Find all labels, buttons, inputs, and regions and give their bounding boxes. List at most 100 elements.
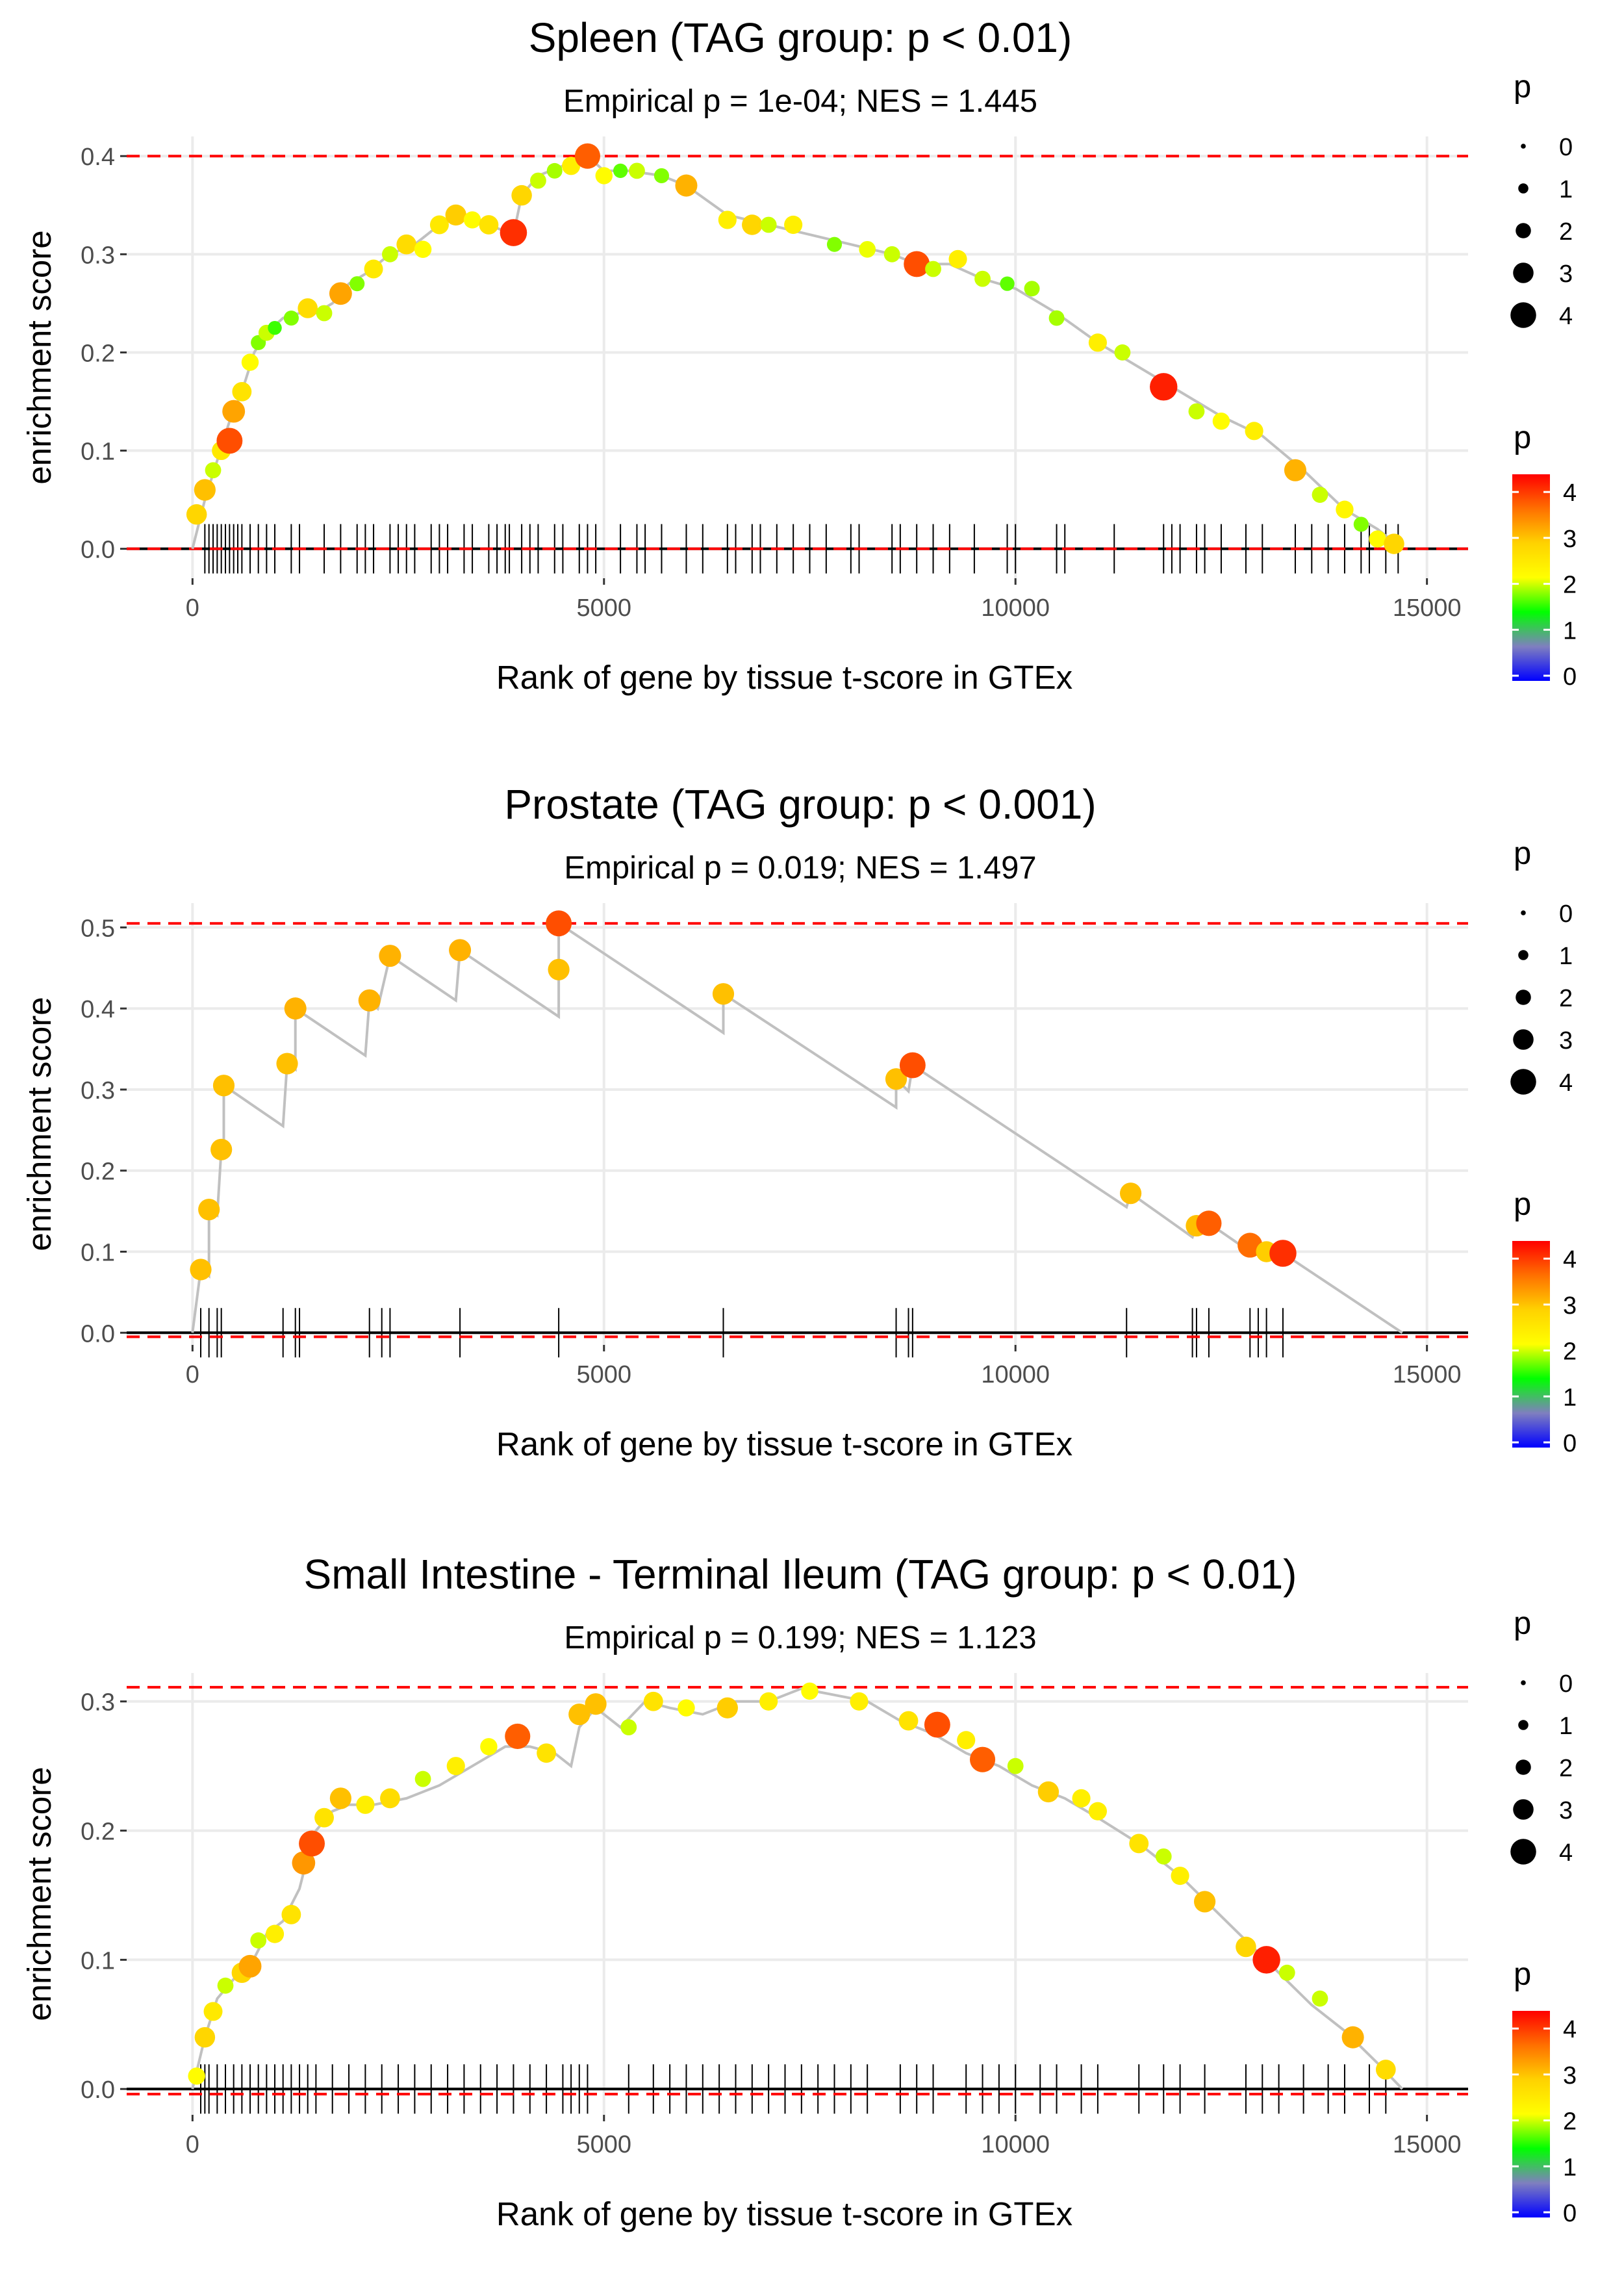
- data-point: [194, 2026, 216, 2048]
- data-point: [364, 259, 383, 279]
- data-point: [188, 2067, 205, 2085]
- color-legend-title: p: [1514, 1187, 1531, 1222]
- points: [188, 1682, 1396, 2085]
- data-point: [629, 162, 645, 179]
- size-legend-key: [1518, 183, 1529, 194]
- x-tick-label: 15000: [1393, 1361, 1462, 1388]
- color-legend-label: 4: [1563, 1246, 1577, 1273]
- y-tick-label: 0.4: [81, 996, 115, 1023]
- rug: [200, 2064, 1387, 2114]
- data-point: [429, 215, 449, 235]
- size-legend-key: [1513, 1799, 1534, 1820]
- data-point: [1088, 1802, 1107, 1820]
- data-point: [505, 1723, 531, 1749]
- y-axis-title: enrichment score: [21, 997, 58, 1251]
- data-point: [974, 270, 991, 287]
- data-point: [620, 1719, 637, 1735]
- data-point: [899, 1052, 926, 1079]
- data-point: [1384, 533, 1404, 554]
- size-legend-key: [1510, 1069, 1536, 1095]
- color-legend-label: 3: [1563, 1292, 1577, 1320]
- points: [186, 143, 1404, 554]
- data-point: [1369, 530, 1386, 548]
- data-point: [194, 479, 216, 501]
- data-point: [1194, 1891, 1216, 1913]
- data-point: [1072, 1789, 1091, 1808]
- y-axis-title: enrichment score: [21, 1767, 58, 2021]
- size-legend-key: [1510, 1839, 1536, 1865]
- data-point: [850, 1692, 869, 1711]
- data-point: [212, 1075, 235, 1097]
- x-tick-label: 0: [186, 2131, 199, 2158]
- data-point: [1269, 1240, 1297, 1267]
- chart-title: Spleen (TAG group: p < 0.01): [529, 14, 1072, 61]
- size-legend-label: 3: [1559, 1797, 1573, 1824]
- color-legend-label: 2: [1563, 2108, 1577, 2136]
- es-curve: [191, 1687, 1404, 2090]
- size-legend-label: 0: [1559, 134, 1573, 161]
- data-point: [1252, 1946, 1280, 1974]
- y-tick-label: 0.0: [81, 2076, 115, 2104]
- data-point: [859, 240, 876, 258]
- es-curve: [191, 921, 1403, 1334]
- data-point: [316, 305, 333, 322]
- data-point: [1284, 459, 1306, 481]
- data-point: [1129, 1833, 1149, 1854]
- data-point: [717, 1697, 738, 1718]
- panel-1: Spleen (TAG group: p < 0.01) Empirical p …: [21, 14, 1577, 696]
- data-point: [1000, 276, 1015, 291]
- data-point: [1171, 1867, 1189, 1885]
- color-legend-title: p: [1514, 420, 1531, 455]
- size-legend-key: [1518, 950, 1529, 960]
- data-point: [1119, 1182, 1142, 1205]
- data-point: [530, 172, 546, 189]
- color-legend-label: 0: [1563, 1430, 1577, 1457]
- color-legend-label: 1: [1563, 1384, 1577, 1411]
- y-tick-label: 0.1: [81, 1947, 115, 1974]
- chart-subtitle: Empirical p = 1e-04; NES = 1.445: [563, 84, 1037, 119]
- data-point: [479, 215, 499, 235]
- size-legend-key: [1516, 223, 1531, 238]
- data-point: [1024, 281, 1040, 297]
- size-legend-label: 0: [1559, 1670, 1573, 1698]
- data-point: [268, 320, 282, 335]
- x-tick-label: 5000: [577, 2131, 632, 2158]
- data-point: [414, 240, 432, 259]
- data-point: [216, 428, 243, 454]
- color-bar: [1512, 2011, 1550, 2217]
- data-point: [675, 174, 698, 197]
- rug: [200, 1308, 1284, 1358]
- size-legend-title: p: [1514, 836, 1531, 871]
- data-point: [232, 381, 252, 402]
- data-point: [445, 204, 466, 226]
- data-point: [511, 185, 532, 206]
- data-point: [1236, 1936, 1256, 1958]
- size-legend-label: 1: [1559, 1713, 1573, 1740]
- data-point: [380, 1788, 400, 1809]
- panel-3: Small Intestine - Terminal Ileum (TAG gr…: [21, 1551, 1577, 2232]
- color-legend-label: 3: [1563, 2062, 1577, 2089]
- data-point: [678, 1699, 695, 1717]
- size-legend-key: [1516, 990, 1531, 1005]
- data-point: [1312, 487, 1328, 503]
- size-legend-key: [1518, 1720, 1529, 1730]
- data-point: [948, 249, 967, 268]
- data-point: [299, 1830, 325, 1857]
- chart-title: Small Intestine - Terminal Ileum (TAG gr…: [304, 1551, 1297, 1598]
- color-legend-label: 4: [1563, 479, 1577, 507]
- size-legend-label: 1: [1559, 176, 1573, 203]
- color-legend-label: 2: [1563, 1338, 1577, 1366]
- data-point: [562, 157, 581, 175]
- y-tick-label: 0.5: [81, 915, 115, 942]
- grid: [127, 136, 1468, 578]
- data-point: [801, 1682, 818, 1700]
- data-point: [885, 1068, 907, 1090]
- data-point: [898, 1711, 919, 1731]
- data-point: [449, 939, 472, 962]
- x-tick-label: 10000: [981, 594, 1050, 622]
- data-point: [957, 1731, 976, 1750]
- data-point: [480, 1738, 498, 1756]
- data-point: [1007, 1757, 1024, 1774]
- color-legend-title: p: [1514, 1957, 1531, 1992]
- data-point: [349, 276, 365, 292]
